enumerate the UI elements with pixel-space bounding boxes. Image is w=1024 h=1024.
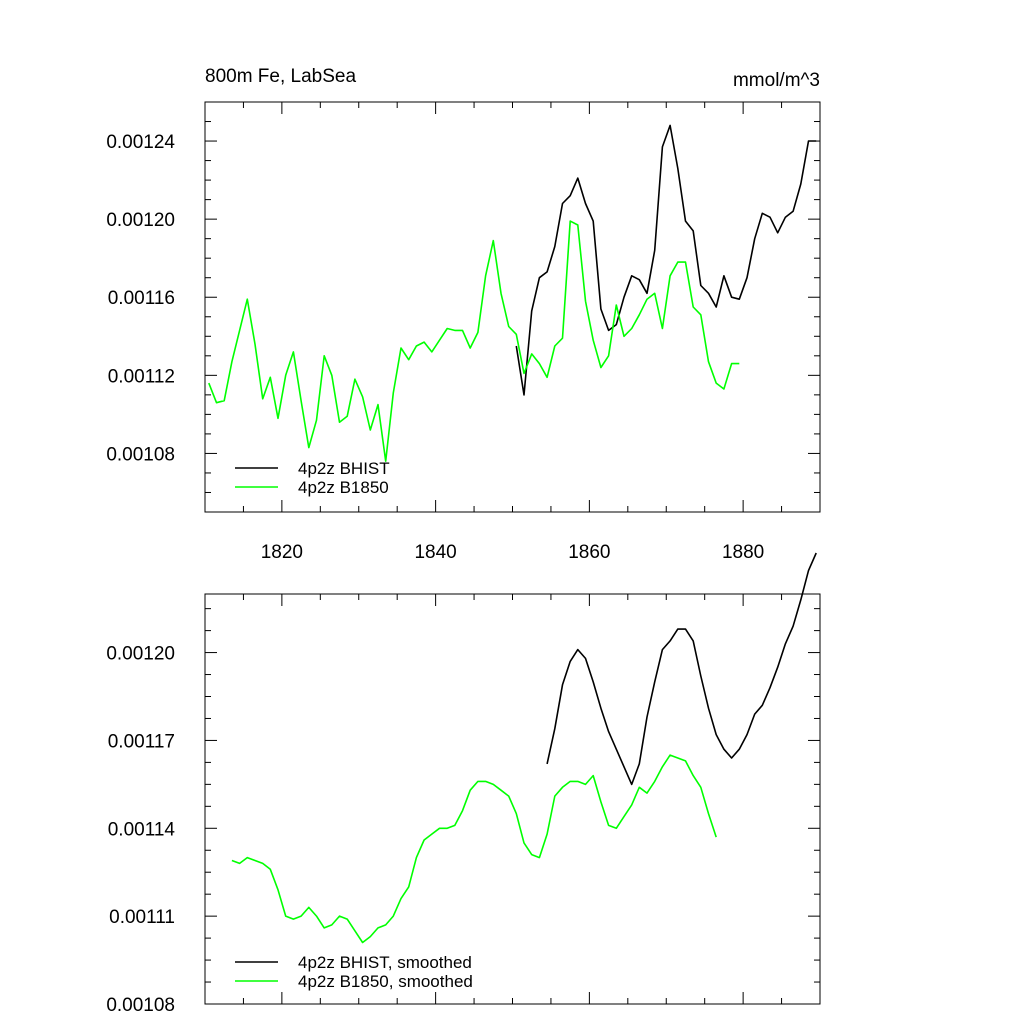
top-plot-frame	[204, 101, 821, 513]
y-tick-label: 0.00114	[108, 819, 176, 840]
series-line-0	[546, 552, 817, 786]
bottom-tick-marks	[204, 594, 821, 1005]
top-y-tick-labels: 0.00108 0.00112 0.00116 0.00120 0.00124	[106, 132, 175, 465]
y-tick-label: 0.00108	[106, 995, 175, 1016]
top-chart-title: 800m Fe, LabSea	[205, 66, 356, 87]
bottom-chart-panel: 0.00108 0.00111 0.00114 0.00117 0.00120 4p2z…	[106, 552, 821, 1016]
y-tick-label: 0.00117	[108, 731, 175, 752]
bottom-y-tick-labels: 0.00108 0.00111 0.00114 0.00117 0.00120	[106, 644, 175, 1016]
top-legend: 4p2z BHIST 4p2z B1850	[235, 459, 390, 497]
series-line-1	[208, 220, 740, 463]
x-tick-label: 1820	[261, 542, 303, 563]
x-tick-label: 1860	[568, 542, 610, 563]
y-tick-label: 0.00111	[109, 907, 175, 928]
x-tick-label: 1840	[414, 542, 456, 563]
series-line-0	[515, 124, 817, 396]
y-tick-label: 0.00120	[106, 644, 175, 665]
bottom-legend: 4p2z BHIST, smoothed 4p2z B1850, smoothe…	[235, 953, 473, 991]
y-tick-label: 0.00116	[108, 288, 175, 309]
top-chart-units: mmol/m^3	[733, 70, 820, 91]
top-chart-panel: 0.00108 0.00112 0.00116 0.00120 0.00124 1820…	[106, 66, 821, 563]
top-series-lines	[208, 124, 817, 463]
y-tick-label: 0.00124	[106, 132, 175, 153]
bottom-plot-frame	[204, 593, 821, 1005]
y-tick-label: 0.00120	[106, 210, 175, 231]
series-line-1	[231, 754, 717, 944]
top-tick-marks	[204, 101, 821, 513]
bottom-series-lines	[231, 552, 817, 944]
top-legend-label-b1850: 4p2z B1850	[298, 478, 389, 497]
bottom-legend-label-bhist: 4p2z BHIST, smoothed	[298, 953, 472, 972]
y-tick-label: 0.00108	[106, 444, 175, 465]
top-x-tick-labels: 1820 1840 1860 1880	[261, 542, 765, 563]
top-legend-label-bhist: 4p2z BHIST	[298, 459, 390, 478]
x-tick-label: 1880	[722, 542, 764, 563]
bottom-legend-label-b1850: 4p2z B1850, smoothed	[298, 972, 473, 991]
y-tick-label: 0.00112	[108, 366, 175, 387]
